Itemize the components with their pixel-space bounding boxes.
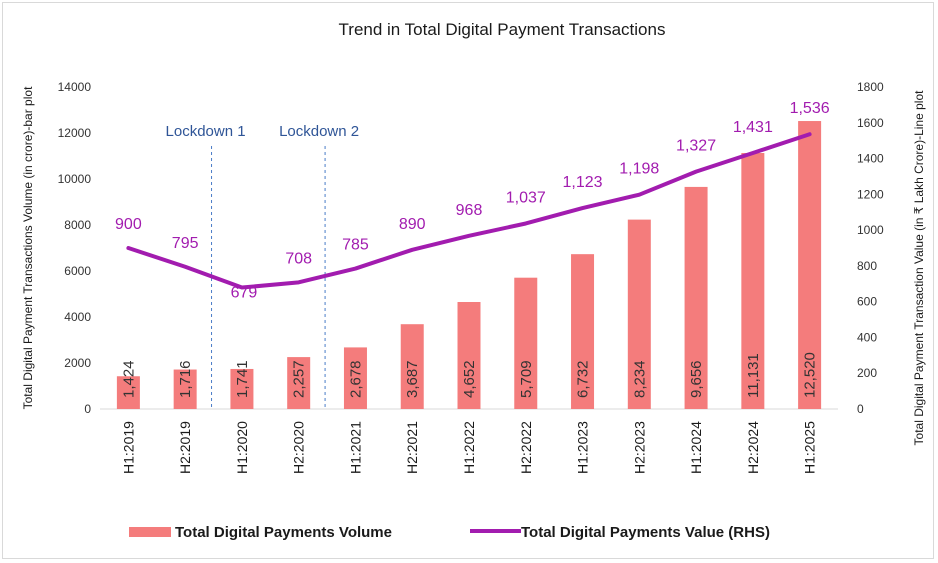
value-line-label: 968 [456, 202, 483, 219]
y2-tick-label: 600 [857, 295, 877, 309]
value-line-label: 795 [172, 235, 199, 252]
x-tick-label: H1:2025 [802, 421, 818, 474]
volume-bar [173, 369, 197, 409]
chart-title: Trend in Total Digital Payment Transacti… [339, 20, 666, 39]
x-tick-label: H2:2019 [177, 421, 193, 474]
y-tick-label: 14000 [58, 80, 92, 94]
value-line-label: 1,327 [676, 138, 716, 155]
x-tick-label: H1:2024 [688, 421, 704, 474]
y-tick-label: 10000 [58, 172, 92, 186]
y-tick-label: 4000 [64, 310, 91, 324]
legend-value-label: Total Digital Payments Value (RHS) [521, 524, 770, 541]
value-line-label: 1,536 [790, 100, 830, 117]
y2-tick-label: 1400 [857, 152, 884, 166]
volume-bar [287, 357, 311, 409]
x-tick-label: H2:2022 [518, 421, 534, 474]
x-tick-label: H1:2022 [461, 421, 477, 474]
y-tick-label: 6000 [64, 264, 91, 278]
volume-bar-label: 11,131 [745, 353, 762, 398]
x-tick-label: H1:2019 [120, 421, 136, 474]
volume-bar [684, 186, 708, 409]
volume-bar [230, 368, 254, 409]
volume-bar-label: 2,678 [347, 360, 364, 398]
x-tick-label: H2:2020 [291, 421, 307, 474]
legend-bar-swatch [129, 527, 171, 537]
x-tick-label: H1:2021 [347, 421, 363, 474]
value-line-label: 1,198 [619, 161, 659, 178]
volume-bar [514, 277, 538, 409]
volume-bar-label: 6,732 [575, 360, 592, 398]
y-tick-label: 2000 [64, 356, 91, 370]
volume-bar-label: 8,234 [631, 360, 648, 398]
y2-tick-label: 200 [857, 366, 877, 380]
y2-tick-label: 1600 [857, 116, 884, 130]
volume-bar-label: 3,687 [404, 360, 421, 398]
volume-bar-label: 1,424 [120, 360, 137, 398]
x-tick-label: H1:2020 [234, 421, 250, 474]
volume-bar-label: 5,709 [518, 360, 535, 398]
x-tick-label: H2:2021 [404, 421, 420, 474]
value-line-label: 890 [399, 216, 426, 233]
value-line-label: 785 [342, 237, 369, 254]
lockdown-label: Lockdown 2 [279, 123, 359, 140]
x-tick-label: H2:2024 [745, 421, 761, 474]
volume-bar [457, 302, 481, 409]
y2-tick-label: 0 [857, 402, 864, 416]
legend-volume-label: Total Digital Payments Volume [175, 524, 392, 541]
y2-tick-label: 1200 [857, 187, 884, 201]
value-line-label: 1,123 [563, 174, 603, 191]
y-tick-label: 12000 [58, 126, 92, 140]
volume-bar [116, 376, 140, 409]
value-line [126, 132, 812, 290]
volume-bar [571, 254, 595, 409]
volume-bar-label: 1,741 [234, 360, 251, 398]
x-tick-label: H1:2023 [575, 421, 591, 474]
y2-axis-title: Total Digital Payment Transaction Value … [912, 90, 926, 446]
volume-bar [400, 324, 424, 409]
y-tick-label: 8000 [64, 218, 91, 232]
y-tick-label: 0 [84, 402, 91, 416]
value-line-label: 1,037 [506, 189, 546, 206]
y2-tick-label: 400 [857, 330, 877, 344]
volume-bar [343, 347, 367, 409]
volume-bar [741, 152, 765, 409]
volume-bar [798, 121, 822, 409]
volume-bar-label: 12,520 [802, 352, 819, 398]
volume-bar-label: 9,656 [688, 360, 705, 398]
volume-bar-label: 2,257 [291, 360, 308, 398]
y-axis-title: Total Digital Payment Transactions Volum… [21, 86, 35, 409]
value-line-label: 708 [285, 250, 312, 267]
value-line-label: 900 [115, 216, 142, 233]
lockdown-label: Lockdown 1 [166, 123, 246, 140]
volume-bar-label: 1,716 [177, 360, 194, 398]
y2-tick-label: 800 [857, 259, 877, 273]
y2-tick-label: 1000 [857, 223, 884, 237]
y2-tick-label: 1800 [857, 80, 884, 94]
x-tick-label: H2:2023 [631, 421, 647, 474]
value-line-label: 1,431 [733, 119, 773, 136]
value-line-label: 679 [231, 285, 258, 302]
volume-bar [627, 219, 651, 409]
volume-bar-label: 4,652 [461, 360, 478, 398]
